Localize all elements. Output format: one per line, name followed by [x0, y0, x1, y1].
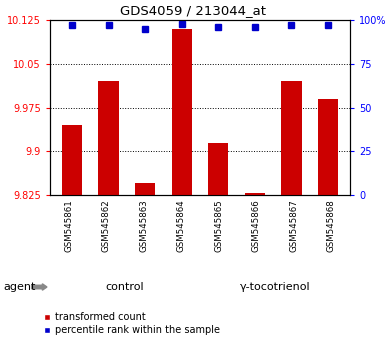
Text: GSM545866: GSM545866 — [252, 199, 261, 252]
Text: GSM545864: GSM545864 — [177, 199, 186, 252]
Text: GSM545868: GSM545868 — [327, 199, 336, 252]
Bar — [62, 125, 82, 195]
Text: γ-tocotrienol: γ-tocotrienol — [240, 282, 310, 292]
Bar — [135, 183, 155, 195]
Text: GSM545862: GSM545862 — [102, 199, 111, 252]
Legend: transformed count, percentile rank within the sample: transformed count, percentile rank withi… — [40, 308, 224, 339]
Bar — [208, 143, 228, 195]
Text: GSM545863: GSM545863 — [139, 199, 148, 252]
Text: GSM545861: GSM545861 — [64, 199, 73, 252]
Text: control: control — [106, 282, 144, 292]
Bar — [281, 81, 301, 195]
Text: GDS4059 / 213044_at: GDS4059 / 213044_at — [119, 4, 266, 17]
Bar — [99, 81, 119, 195]
Text: agent: agent — [4, 282, 36, 292]
Bar — [318, 99, 338, 195]
Bar — [245, 193, 265, 195]
Text: GSM545865: GSM545865 — [214, 199, 223, 252]
Text: GSM545867: GSM545867 — [289, 199, 298, 252]
Bar — [172, 29, 192, 195]
